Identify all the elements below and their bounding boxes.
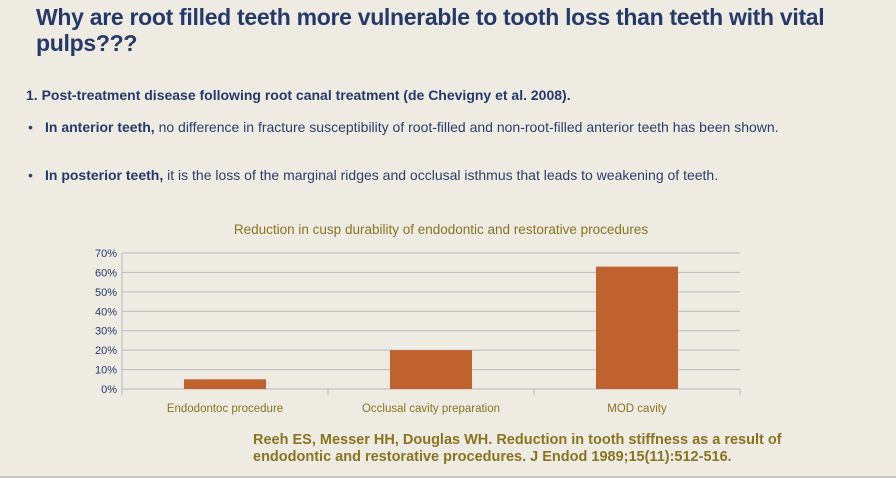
y-tick-label: 0% (101, 384, 117, 396)
chart-title: Reduction in cusp durability of endodont… (234, 222, 648, 237)
bullet-icon: • (28, 119, 33, 135)
bar-chart: Reduction in cusp durability of endodont… (95, 222, 741, 415)
x-category-label: Occlusal cavity preparation (362, 403, 500, 415)
y-tick-label: 20% (95, 345, 117, 357)
point-heading: 1. Post-treatment disease following root… (26, 87, 571, 103)
bullet-bold: In posterior teeth, (45, 167, 164, 183)
reference-citation: Reeh ES, Messer HH, Douglas WH. Reductio… (253, 432, 782, 465)
bullet-text: it is the loss of the marginal ridges an… (163, 167, 719, 183)
bullet-posterior: • In posterior teeth, it is the loss of … (28, 166, 878, 184)
slide-title: Why are root filled teeth more vulnerabl… (36, 4, 825, 56)
bar-1 (184, 379, 266, 389)
bar-2 (390, 350, 472, 389)
x-category-label: MOD cavity (607, 403, 667, 415)
bullet-bold: In anterior teeth, (45, 119, 155, 135)
bullet-text: no difference in fracture susceptibility… (154, 119, 779, 135)
y-tick-label: 10% (95, 365, 117, 377)
y-tick-label: 60% (95, 267, 117, 279)
y-tick-label: 70% (95, 248, 117, 260)
y-tick-label: 30% (95, 326, 117, 338)
bar-3 (596, 266, 678, 389)
y-tick-label: 40% (95, 306, 117, 318)
bottom-divider (0, 476, 896, 478)
y-tick-label: 50% (95, 287, 117, 299)
x-category-label: Endodontoc procedure (167, 403, 283, 415)
bullet-icon: • (28, 167, 33, 183)
bullet-anterior: • In anterior teeth, no difference in fr… (28, 118, 878, 136)
